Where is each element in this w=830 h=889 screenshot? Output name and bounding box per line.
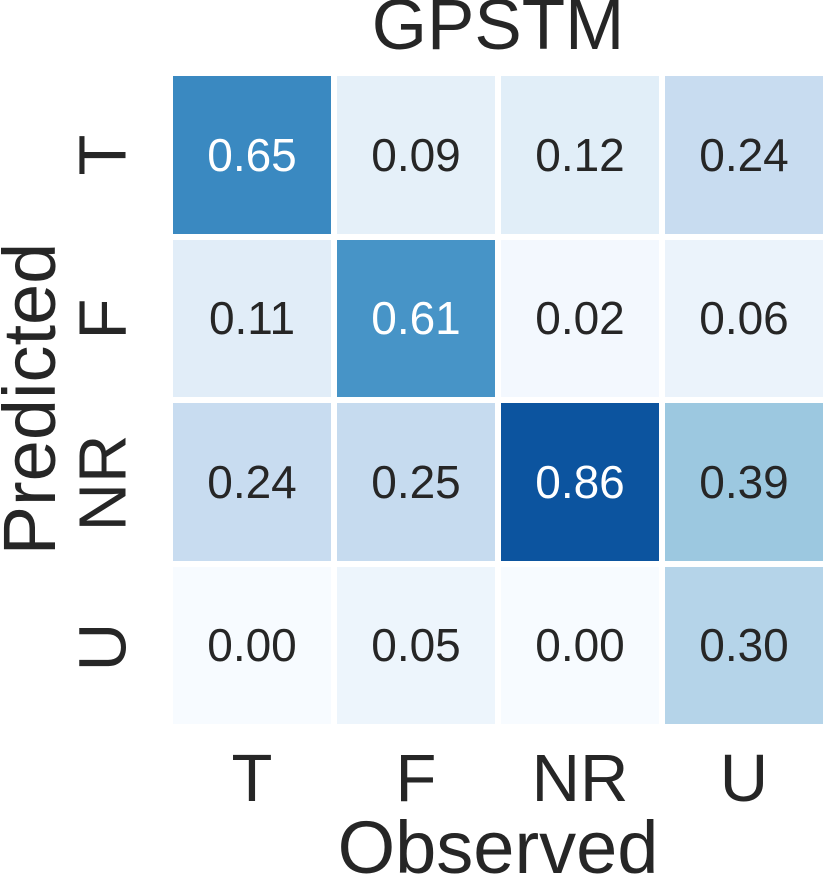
heatmap-grid: 0.65 0.09 0.12 0.24 0.11 0.61 0.02 0.06 0.24 0.25…: [173, 76, 823, 724]
y-tick-label-U: U: [65, 622, 141, 672]
heatmap-cell-r2c2: 0.86: [501, 403, 659, 561]
heatmap-cell-r3c2: 0.00: [501, 566, 659, 724]
chart-title: GPSTM: [371, 0, 625, 65]
heatmap-cell-r0c2: 0.12: [501, 76, 659, 234]
heatmap-cell-r1c0: 0.11: [173, 239, 331, 397]
heatmap-cell-r3c1: 0.05: [337, 566, 495, 724]
heatmap-cell-r3c0: 0.00: [173, 566, 331, 724]
heatmap-cell-r2c3: 0.39: [665, 403, 823, 561]
heatmap-cell-r0c1: 0.09: [337, 76, 495, 234]
y-tick-label-F: F: [65, 298, 141, 340]
y-tick-label-NR: NR: [65, 434, 141, 532]
x-tick-label-NR: NR: [531, 741, 629, 816]
heatmap-cell-r1c2: 0.02: [501, 239, 659, 397]
heatmap-cell-r3c3: 0.30: [665, 566, 823, 724]
x-tick-label-T: T: [231, 741, 273, 816]
heatmap-cell-r2c1: 0.25: [337, 403, 495, 561]
heatmap-cell-r2c0: 0.24: [173, 403, 331, 561]
y-tick-label-T: T: [65, 134, 141, 176]
x-axis-label: Observed: [337, 806, 659, 889]
heatmap-cell-r0c3: 0.24: [665, 76, 823, 234]
heatmap-cell-r0c0: 0.65: [173, 76, 331, 234]
heatmap-cell-r1c1: 0.61: [337, 239, 495, 397]
x-tick-label-U: U: [719, 741, 769, 816]
y-axis-label: Predicted: [0, 242, 71, 556]
x-tick-label-F: F: [395, 741, 437, 816]
heatmap-cell-r1c3: 0.06: [665, 239, 823, 397]
